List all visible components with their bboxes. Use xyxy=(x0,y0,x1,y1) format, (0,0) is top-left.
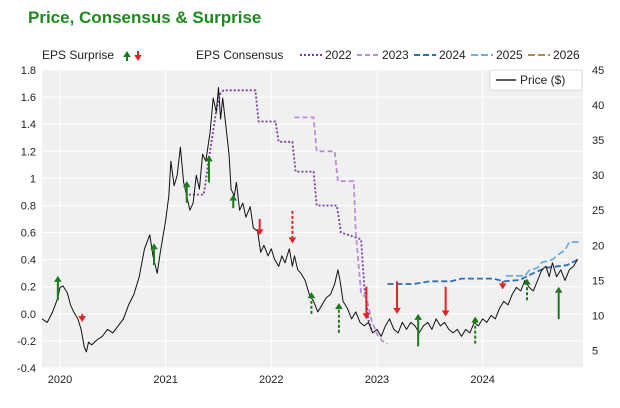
legend-down-arrow-icon xyxy=(134,51,142,61)
price-series xyxy=(41,87,579,353)
right-tick-label: 30 xyxy=(592,170,604,182)
legend-consensus-series: 2022 2023 2024 2025 2026 xyxy=(300,48,580,62)
consensus-line-2025 xyxy=(505,241,580,277)
surprise-arrow-up xyxy=(335,302,343,333)
consensus-lines xyxy=(188,89,580,345)
price-legend-box xyxy=(489,69,583,91)
surprise-arrow-up xyxy=(307,292,316,314)
right-tick-label: 10 xyxy=(592,310,604,322)
legend-label-2023: 2023 xyxy=(382,48,409,62)
x-tick-label: 2023 xyxy=(365,374,389,386)
left-tick-label: 0.8 xyxy=(21,200,36,212)
right-tick-label: 45 xyxy=(592,65,604,77)
left-axis-ticks: -0.4 -0.2 0.0 0.2 0.4 0.6 0.8 1 1.2 1.4 1.6 1.8 xyxy=(17,65,36,375)
left-tick-label: 0.0 xyxy=(21,309,36,321)
surprise-arrow-up xyxy=(150,243,158,266)
surprise-arrow-up xyxy=(54,275,62,301)
right-tick-label: 25 xyxy=(592,205,604,217)
x-tick-label: 2020 xyxy=(48,374,72,386)
surprise-arrow-up xyxy=(205,155,213,183)
surprise-arrow-down xyxy=(288,210,297,244)
surprise-arrow-up xyxy=(523,278,531,301)
plot-area xyxy=(42,70,583,368)
surprise-arrow-down xyxy=(393,281,401,314)
left-tick-label: 1.2 xyxy=(21,146,36,158)
price-line xyxy=(41,87,579,353)
left-tick-label: -0.2 xyxy=(17,336,36,348)
right-tick-label: 15 xyxy=(592,275,604,287)
left-tick-label: 1.4 xyxy=(21,119,36,131)
grid-lines xyxy=(42,69,583,369)
surprise-arrow-down xyxy=(441,286,450,317)
chart-title: Price, Consensus & Surprise xyxy=(28,8,261,27)
legend-eps-consensus-label: EPS Consensus xyxy=(196,48,283,62)
surprise-arrow-down xyxy=(255,219,264,236)
right-tick-label: 40 xyxy=(592,100,604,112)
surprise-arrow-up xyxy=(414,313,422,347)
left-tick-label: 0.2 xyxy=(21,282,36,294)
legend-label-2022: 2022 xyxy=(325,48,352,62)
legend-label-2024: 2024 xyxy=(439,48,466,62)
surprise-arrow-down xyxy=(362,286,371,320)
left-tick-label: 1 xyxy=(30,173,36,185)
legend-eps-surprise-label: EPS Surprise xyxy=(42,48,114,62)
legend-up-arrow-icon xyxy=(123,51,131,61)
left-tick-label: 0.6 xyxy=(21,228,36,240)
left-tick-label: -0.4 xyxy=(17,363,36,375)
consensus-line-2022 xyxy=(188,89,373,331)
x-tick-label: 2021 xyxy=(153,374,177,386)
x-axis-ticks: 2020 2021 2022 2023 2024 xyxy=(48,374,495,386)
surprise-arrow-up xyxy=(229,194,238,209)
right-axis-ticks: 5 10 15 20 25 30 35 40 45 xyxy=(592,65,604,357)
surprise-arrows xyxy=(54,155,563,347)
surprise-arrow-up xyxy=(554,286,563,320)
surprise-arrow-down xyxy=(498,281,507,290)
x-tick-label: 2022 xyxy=(259,374,283,386)
surprise-arrow-down xyxy=(78,313,86,322)
left-tick-label: 1.8 xyxy=(21,65,36,77)
left-tick-label: 0.4 xyxy=(21,255,36,267)
surprise-arrow-up xyxy=(182,181,191,203)
surprise-arrow-up xyxy=(471,316,480,344)
x-tick-label: 2024 xyxy=(470,374,494,386)
legend-surprise-arrows xyxy=(123,51,142,61)
price-legend: Price ($) xyxy=(489,69,583,91)
legend-label-2025: 2025 xyxy=(496,48,523,62)
legend-label-2026: 2026 xyxy=(553,48,580,62)
price-legend-label: Price ($) xyxy=(520,73,565,87)
right-tick-label: 35 xyxy=(592,135,604,147)
left-tick-label: 1.6 xyxy=(21,92,36,104)
consensus-line-2024 xyxy=(387,258,579,285)
right-tick-label: 5 xyxy=(592,345,598,357)
right-tick-label: 20 xyxy=(592,240,604,252)
consensus-line-2023 xyxy=(294,116,388,345)
